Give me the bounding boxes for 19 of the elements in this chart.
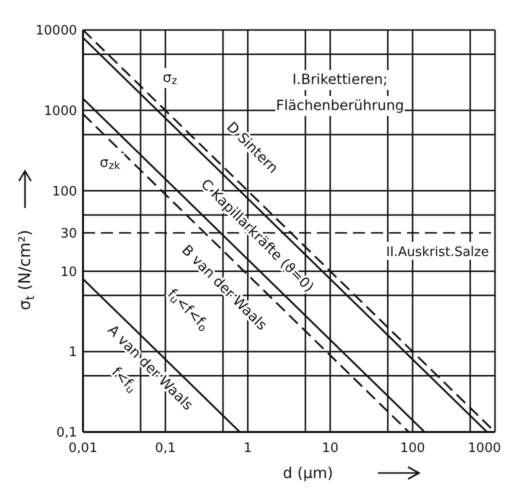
y-tick-label: 10: [60, 264, 77, 280]
x-tick-label: 1: [244, 441, 252, 456]
x-axis-title: d (µm): [282, 464, 334, 482]
x-tick-label: 10: [322, 441, 338, 456]
annotation: Flächenberührung: [276, 98, 404, 114]
y-tick-label: 1: [68, 345, 77, 360]
y-tick-label: 10000: [36, 24, 77, 39]
x-tick-label: 0,01: [68, 441, 98, 456]
y-tick-label: 0,1: [56, 426, 77, 441]
y-tick-label: 1000: [44, 104, 77, 120]
ref-line-label: II.Auskrist.Salze: [386, 244, 489, 260]
y-tick-label: 100: [52, 184, 77, 200]
annotation: σ$_{zk}$: [100, 154, 122, 172]
y-tick-label: 30: [60, 226, 77, 242]
x-tick-label: 0,1: [155, 441, 176, 456]
x-tick-label: 100: [400, 441, 426, 456]
annotation: σ$_{z}$: [162, 70, 178, 88]
x-tick-label: 1000: [468, 441, 501, 456]
annotation: I.Brikettieren;: [292, 72, 388, 88]
